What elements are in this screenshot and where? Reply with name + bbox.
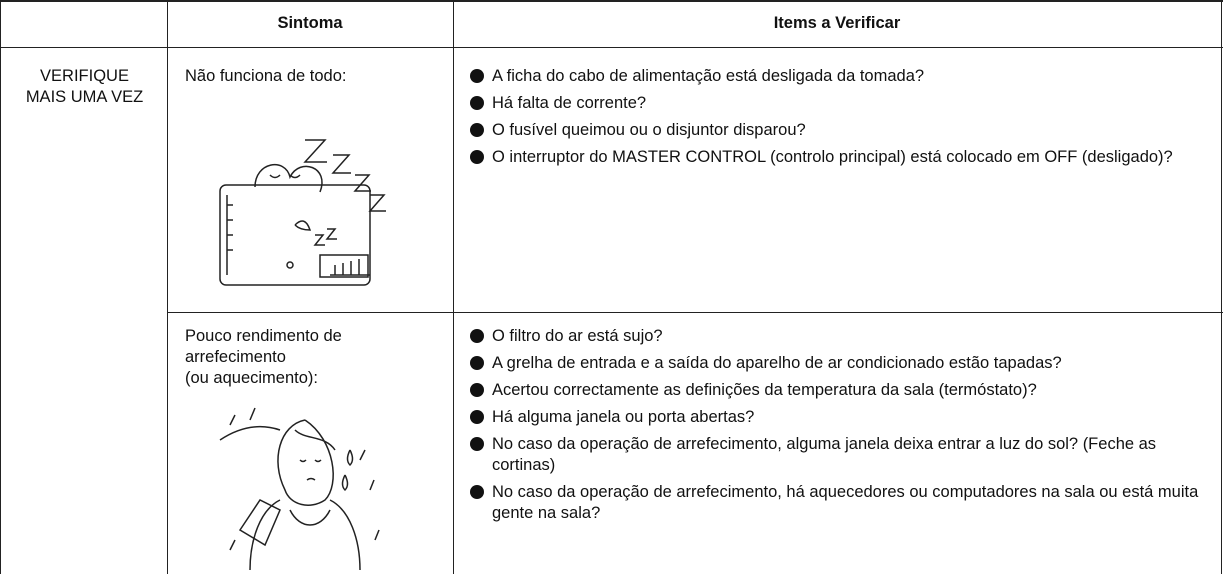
symptom: Não funciona de todo:	[185, 66, 445, 87]
check-item: No caso da operação de arrefecimento, há…	[470, 482, 1215, 524]
check-item: A ficha do cabo de alimentação está desl…	[470, 66, 1215, 87]
header-items: Items a Verificar	[773, 14, 901, 32]
border	[0, 0, 1223, 2]
symptom-line: Pouco rendimento de	[185, 327, 342, 345]
check-item: O filtro do ar está sujo?	[470, 326, 1215, 347]
check-item: Há alguma janela ou porta abertas?	[470, 407, 1215, 428]
border	[0, 47, 1223, 48]
check-list: A ficha do cabo de alimentação está desl…	[470, 66, 1215, 174]
header-symptom: Sintoma	[277, 14, 343, 32]
border	[1221, 0, 1222, 574]
border	[0, 0, 1, 574]
symptom: Pouco rendimento de arrefecimento (ou aque…	[185, 326, 445, 389]
check-list: O filtro do ar está sujo? A grelha de ent…	[470, 326, 1215, 530]
symptom-line: (ou aquecimento):	[185, 369, 318, 387]
check-item: O interruptor do MASTER CONTROL (control…	[470, 147, 1215, 168]
symptom-line: Não funciona de todo:	[185, 67, 347, 85]
check-item: A grelha de entrada e a saída do aparelh…	[470, 353, 1215, 374]
border	[453, 0, 454, 574]
check-item: O fusível queimou ou o disjuntor disparo…	[470, 120, 1215, 141]
sleeping-unit-illustration	[219, 139, 386, 286]
border	[167, 0, 168, 574]
group-label: VERIFIQUE MAIS UMA VEZ	[25, 67, 144, 106]
hot-person-illustration	[219, 407, 380, 570]
check-item: Há falta de corrente?	[470, 93, 1215, 114]
check-item: Acertou correctamente as definições da t…	[470, 380, 1215, 401]
check-item: No caso da operação de arrefecimento, al…	[470, 434, 1215, 476]
border	[167, 312, 1223, 313]
symptom-line: arrefecimento	[185, 348, 286, 366]
